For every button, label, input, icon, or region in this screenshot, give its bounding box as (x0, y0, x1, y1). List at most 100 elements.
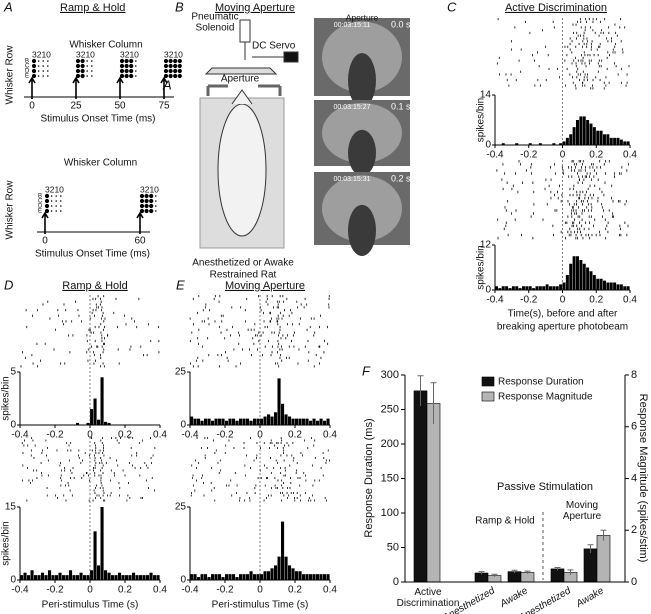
histogram-bar (256, 574, 260, 580)
histogram-bar (319, 574, 323, 580)
histogram-bar (97, 565, 101, 580)
error-bar (511, 569, 518, 574)
histogram-bar (532, 288, 536, 290)
whisker-dot (173, 63, 178, 69)
histogram-bar (569, 134, 573, 145)
whisker-dot (129, 68, 134, 74)
error-bar (417, 375, 424, 407)
rat-label: Anesthetized or Awake (192, 258, 294, 269)
histogram-bar (586, 267, 590, 290)
whisker-dot (135, 70, 137, 72)
panel-title: Moving Aperture (215, 2, 295, 14)
histogram-bar (221, 418, 225, 425)
servo-label: DC Servo (252, 41, 296, 52)
whisker-dot (31, 58, 37, 64)
histogram-bar (260, 574, 264, 580)
whisker-dot (55, 210, 57, 212)
histogram-bar (121, 575, 125, 580)
y-tick-label: 14 (480, 90, 492, 101)
histogram-bar (69, 570, 73, 580)
histogram-bar (267, 571, 271, 580)
whisker-dot (168, 68, 173, 74)
y-axis-label: spikes/bin (1, 521, 12, 565)
histogram-bar (511, 286, 515, 290)
stimulus-arrow (28, 76, 36, 99)
solenoid-label: Solenoid (196, 23, 235, 34)
histogram-bar (515, 286, 519, 290)
panel-title: Ramp & Hold (60, 2, 125, 14)
histogram-bar (221, 577, 225, 580)
error-bar (567, 569, 574, 576)
histogram-bar (505, 286, 509, 290)
stimulus-arrow (72, 76, 80, 99)
x-tick-label: 0 (87, 585, 93, 596)
row-letter: C (25, 64, 30, 70)
whisker-dot (60, 195, 62, 197)
histogram-bar (211, 420, 215, 425)
x-tick-label: 0.2 (288, 585, 302, 596)
whisker-dot (144, 198, 149, 204)
whisker-dot (173, 68, 178, 74)
error-bar (430, 382, 437, 425)
whisker-dot (37, 70, 40, 72)
whisker-dot (149, 208, 154, 214)
whisker-dot (149, 198, 154, 204)
row-label: Whisker Row (5, 45, 16, 105)
histogram-bar (79, 572, 83, 580)
x-tick-label: 0.2 (288, 430, 302, 441)
whisker-dot (135, 60, 137, 62)
histogram-bar (200, 574, 204, 580)
x-axis-label: breaking aperture photobeam (497, 322, 628, 333)
x-tick-label: -0.2 (520, 150, 538, 161)
whisker-dot (163, 68, 169, 74)
histogram-bar (515, 143, 519, 145)
histogram-bar (508, 288, 512, 290)
legend-label: Response Magnitude (498, 392, 593, 403)
whisker-dot (155, 195, 157, 197)
histogram-bar (326, 418, 330, 425)
whisker-dot (37, 60, 40, 62)
whisker-dot (86, 75, 88, 77)
histogram-bar (522, 286, 525, 290)
panel-letter: E (176, 277, 185, 292)
whisker-dot (124, 73, 129, 79)
histogram-bar (305, 574, 309, 580)
histogram-bar (204, 574, 208, 580)
x-tick-label: 0.2 (118, 585, 132, 596)
x-tick-label: 0.4 (623, 295, 637, 306)
whisker-dot (173, 73, 178, 79)
histogram-bar (589, 271, 593, 290)
whisker-dot (42, 75, 44, 77)
whisker-dot (50, 205, 53, 207)
whisker-dot (31, 63, 37, 69)
histogram-bar (599, 278, 603, 290)
whisker-dot (37, 75, 40, 77)
bar (520, 572, 535, 583)
legend-swatch (481, 376, 495, 387)
histogram-bar (288, 416, 292, 425)
histogram-bar (249, 420, 253, 425)
stimulus-arrow (41, 211, 49, 234)
whisker-dot (149, 193, 154, 199)
x-tick-label: 0.4 (623, 150, 637, 161)
histogram-bar (72, 575, 76, 580)
whisker-dot (47, 65, 49, 67)
histogram-bar (626, 286, 630, 290)
y-tick-label: 25 (175, 367, 187, 378)
histogram-bar (239, 574, 243, 580)
panel-title: Active Discrimination (505, 2, 607, 14)
whisker-dot (50, 210, 53, 212)
whisker-dot (119, 73, 125, 79)
histogram-bar (242, 574, 246, 580)
whisker-dot (80, 68, 85, 74)
axis-label: Stimulus Onset Time (ms) (35, 249, 150, 260)
histogram-bar (55, 575, 59, 580)
stimulus-arrow (136, 211, 144, 234)
histogram-bar (302, 574, 306, 580)
histogram-bar (142, 575, 146, 580)
x-tick-label: 0.2 (118, 430, 132, 441)
histogram-bar (623, 286, 627, 290)
category-label: Awake (574, 585, 607, 610)
whisker-dot (119, 68, 125, 74)
